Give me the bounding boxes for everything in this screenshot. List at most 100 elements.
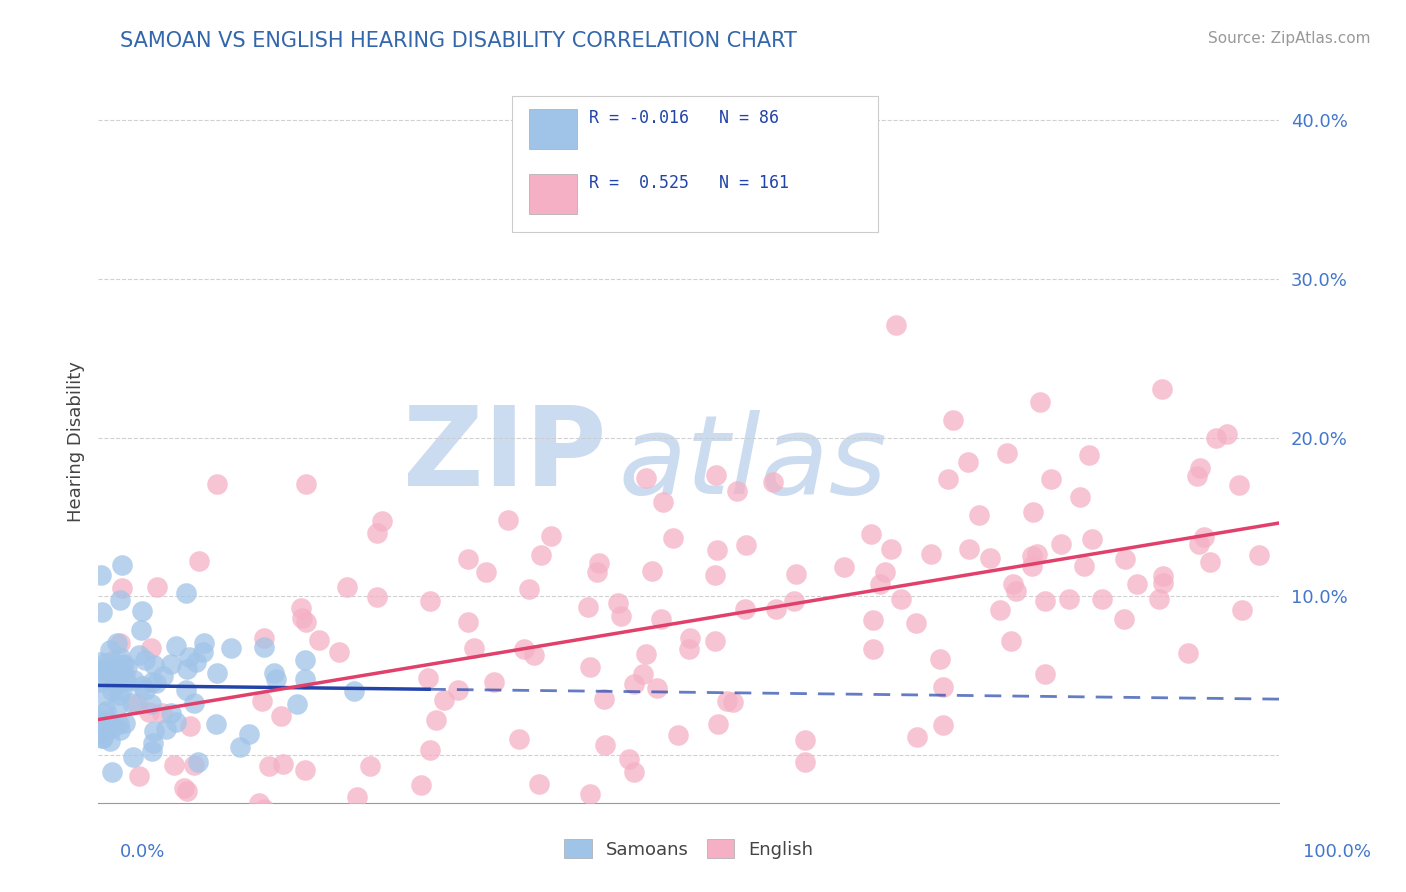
Point	[734, 601, 756, 615]
Point	[1205, 431, 1227, 445]
Point	[1081, 533, 1104, 547]
Point	[886, 318, 908, 333]
Point	[873, 565, 896, 579]
Point	[111, 683, 134, 698]
Point	[956, 455, 979, 469]
Y-axis label: Hearing Disability: Hearing Disability	[66, 361, 84, 522]
Point	[834, 560, 856, 574]
Point	[183, 757, 205, 772]
Point	[179, 718, 201, 732]
Point	[540, 529, 562, 543]
Point	[530, 548, 553, 562]
Point	[366, 526, 388, 541]
Point	[942, 412, 965, 426]
Point	[108, 665, 131, 679]
Point	[419, 743, 441, 757]
Point	[967, 508, 990, 522]
Point	[176, 662, 198, 676]
Point	[100, 663, 122, 677]
Point	[666, 728, 689, 742]
Point	[706, 543, 728, 558]
Point	[141, 675, 163, 690]
Point	[111, 558, 134, 572]
Point	[94, 656, 117, 670]
Point	[290, 601, 312, 615]
Point	[91, 731, 114, 745]
Point	[294, 764, 316, 778]
Point	[101, 654, 124, 668]
Point	[762, 475, 785, 489]
Point	[936, 472, 959, 486]
Point	[679, 631, 702, 645]
Point	[100, 667, 122, 681]
Point	[131, 679, 153, 693]
Point	[1112, 612, 1135, 626]
Point	[125, 698, 148, 712]
Text: ZIP: ZIP	[404, 402, 606, 509]
Point	[617, 752, 640, 766]
Point	[294, 672, 316, 686]
Point	[184, 655, 207, 669]
Point	[138, 705, 160, 719]
Point	[254, 812, 277, 826]
Point	[295, 477, 318, 491]
Point	[343, 684, 366, 698]
Point	[645, 681, 668, 695]
Point	[1126, 576, 1149, 591]
Point	[378, 812, 401, 826]
Point	[1004, 584, 1026, 599]
Text: Source: ZipAtlas.com: Source: ZipAtlas.com	[1208, 31, 1371, 46]
Point	[146, 580, 169, 594]
Point	[117, 660, 139, 674]
Text: 0.0%: 0.0%	[120, 843, 165, 861]
Point	[346, 790, 368, 805]
Point	[606, 596, 628, 610]
Point	[93, 663, 115, 677]
Point	[253, 801, 276, 815]
Point	[593, 812, 616, 826]
Point	[107, 698, 129, 713]
Point	[142, 736, 165, 750]
Point	[585, 566, 607, 580]
Point	[108, 649, 131, 664]
Point	[425, 713, 447, 727]
Point	[271, 757, 294, 772]
Point	[97, 672, 120, 686]
Point	[623, 764, 645, 779]
Point	[160, 657, 183, 672]
Point	[1033, 666, 1056, 681]
Point	[678, 642, 700, 657]
Point	[253, 640, 276, 654]
Point	[576, 600, 599, 615]
Point	[110, 723, 132, 737]
Point	[105, 636, 128, 650]
Point	[115, 674, 138, 689]
Point	[1057, 592, 1080, 607]
Point	[176, 783, 198, 797]
Point	[640, 564, 662, 578]
Point	[205, 717, 228, 731]
Point	[371, 514, 394, 528]
Point	[463, 640, 485, 655]
Point	[141, 697, 163, 711]
Point	[588, 556, 610, 570]
Point	[100, 734, 122, 748]
Point	[90, 567, 112, 582]
Point	[706, 717, 728, 731]
Point	[869, 577, 891, 591]
Point	[1049, 537, 1071, 551]
Point	[433, 692, 456, 706]
Point	[128, 769, 150, 783]
Point	[91, 731, 114, 745]
Point	[89, 726, 111, 740]
Point	[979, 550, 1001, 565]
Point	[183, 696, 205, 710]
Point	[114, 715, 136, 730]
Point	[1227, 477, 1250, 491]
Point	[623, 677, 645, 691]
Point	[142, 658, 165, 673]
Point	[89, 655, 111, 669]
Point	[1040, 472, 1063, 486]
Point	[114, 657, 136, 671]
Point	[1029, 395, 1052, 409]
